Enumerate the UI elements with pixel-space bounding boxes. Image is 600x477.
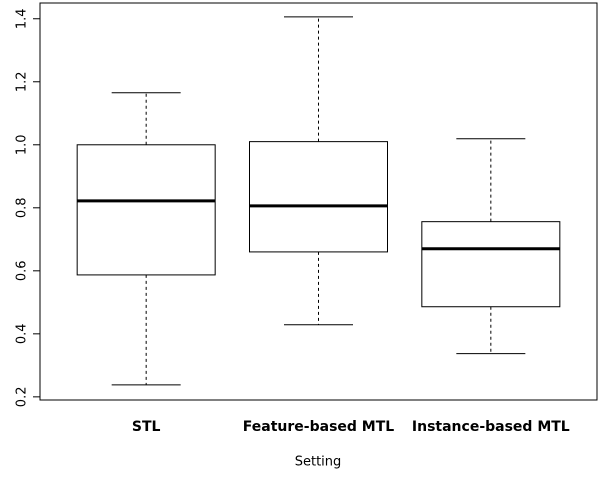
x-axis-label: Setting (295, 455, 342, 470)
y-tick-label: 0.6 (15, 260, 30, 281)
x-tick-label: Feature-based MTL (243, 419, 394, 435)
x-tick-label: STL (132, 419, 161, 435)
box (76, 144, 216, 276)
y-tick-label: 1.4 (15, 8, 30, 29)
plot-frame (39, 2, 598, 401)
y-tick-label: 0.8 (15, 197, 30, 218)
box (421, 221, 561, 308)
box (249, 141, 388, 253)
y-tick-label: 0.2 (15, 387, 30, 408)
y-tick-label: 1.2 (15, 71, 30, 92)
y-tick-label: 0.4 (15, 323, 30, 344)
x-tick-label: Instance-based MTL (412, 419, 570, 435)
y-tick-label: 1.0 (15, 134, 30, 155)
